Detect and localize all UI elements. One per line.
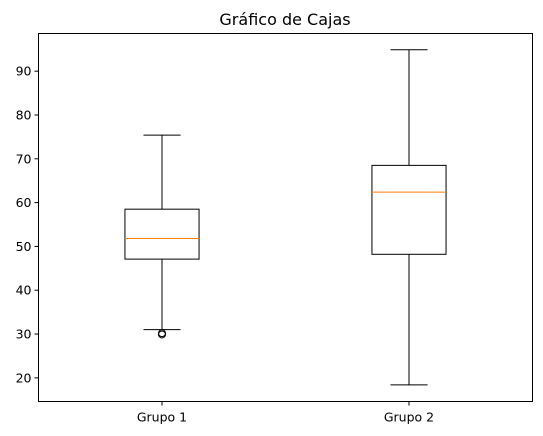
y-tick-label: 30 [16, 327, 32, 342]
x-tick-label: Grupo 1 [137, 410, 187, 425]
box-group [124, 134, 200, 339]
x-tick-label: Grupo 2 [384, 410, 434, 425]
y-tick-label: 80 [16, 107, 32, 122]
chart-title: Gráfico de Cajas [219, 10, 350, 29]
y-tick-label: 20 [16, 370, 32, 385]
y-tick-label: 40 [16, 283, 32, 298]
y-axis: 20 30 40 50 60 70 80 90 [16, 64, 39, 385]
x-axis: Grupo 1 Grupo 2 [137, 401, 434, 425]
plot-frame [38, 33, 533, 402]
box-group [371, 49, 447, 386]
y-tick-label: 60 [16, 195, 32, 210]
box-iqr [124, 208, 200, 260]
y-tick-label: 50 [16, 239, 32, 254]
outlier-point [158, 329, 166, 338]
box-iqr [371, 164, 447, 255]
y-tick-label: 90 [16, 64, 32, 79]
boxes-layer [124, 49, 447, 386]
y-tick-label: 70 [16, 151, 32, 166]
